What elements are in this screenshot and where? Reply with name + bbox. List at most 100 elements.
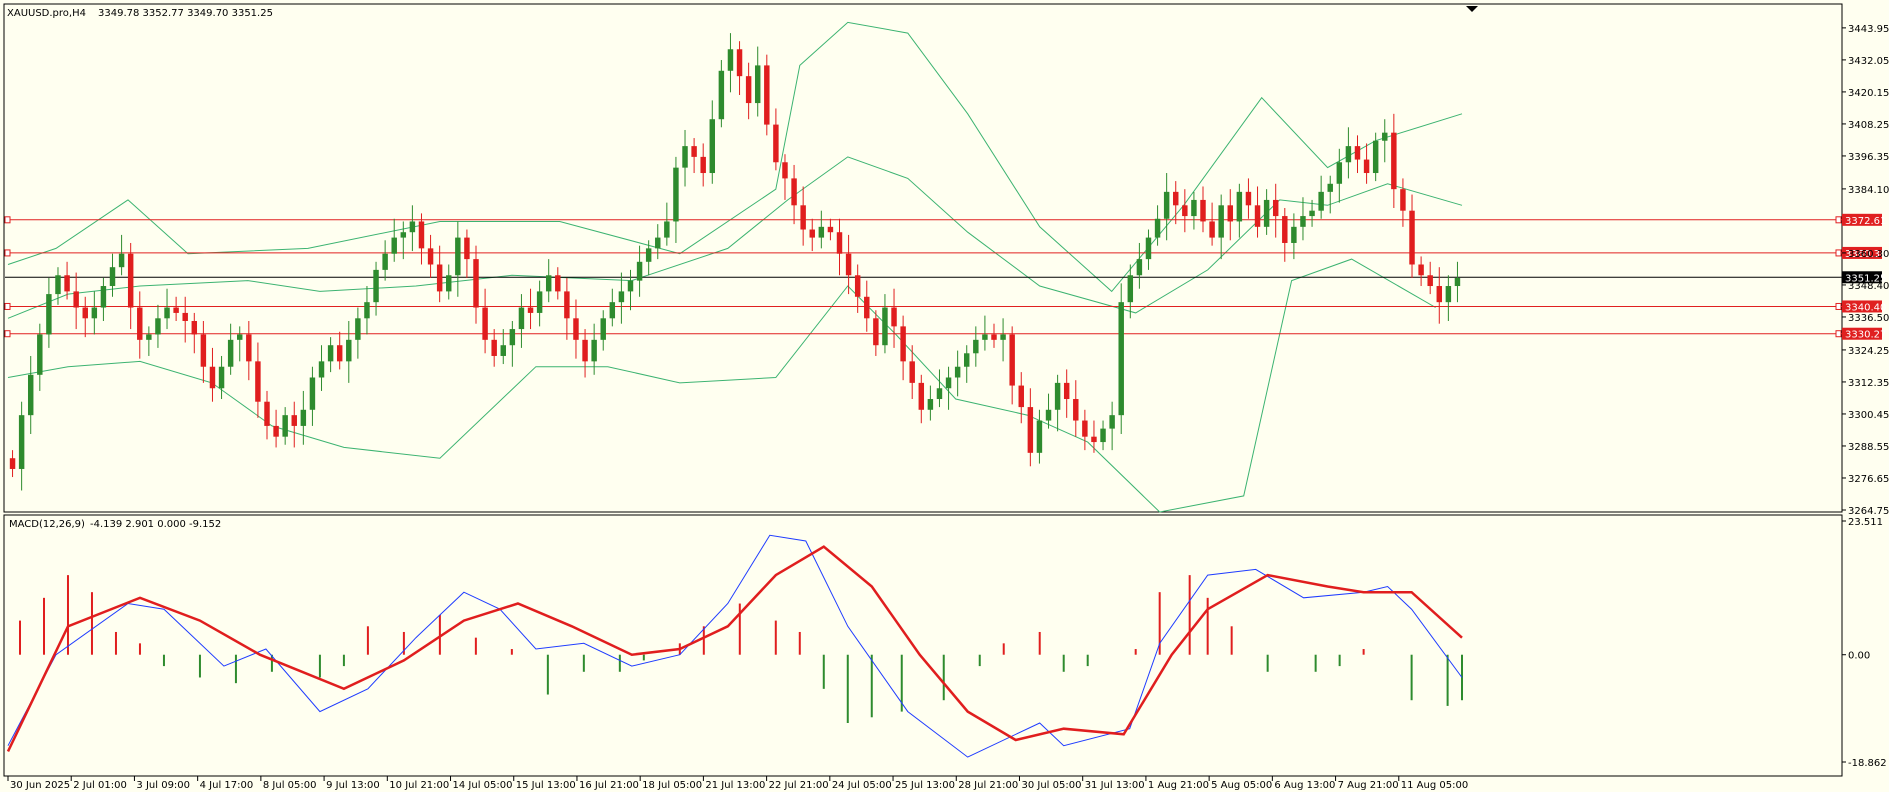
candle-body [727,49,734,71]
candle-body [1327,183,1333,192]
candle-body [309,377,316,410]
candle-body [137,307,143,340]
candle-body [364,302,370,319]
macd-axis: 23.511 0.00 -18.862 [1842,517,1887,769]
time-tick-label: 9 Jul 13:00 [326,780,380,791]
symbol-label: XAUUSD.pro,H4 [7,8,86,19]
time-tick-label: 4 Jul 17:00 [200,780,254,791]
time-tick-label: 16 Jul 21:00 [579,780,639,791]
candle-body [27,374,34,416]
candle-body [1200,199,1206,222]
candle-body [155,318,161,335]
candle-body [409,221,416,233]
candle-body [564,291,570,319]
candle-body [791,178,797,206]
price-axis: 3443.95 3432.05 3420.15 3408.25 3396.35 3384.… [1842,24,1889,517]
price-tick-label: 3300.45 [1848,410,1889,421]
candle-body [18,415,25,469]
candle-body [355,318,361,340]
price-level-handle[interactable] [4,302,11,310]
price-level-handle[interactable] [4,330,11,338]
price-level-handle[interactable] [1835,302,1842,310]
price-tick-label: 3384.10 [1848,185,1889,196]
candle-body [209,366,216,389]
candle-body [1045,409,1052,421]
candle-body [282,415,288,437]
current-price-tag-label: 3351.25 [1845,273,1886,284]
candlestick-series [9,33,1461,491]
chart-shift-marker[interactable] [1466,6,1478,12]
candle-body [636,261,643,281]
candle-body [673,167,679,222]
candle-body [1309,210,1315,217]
time-tick-label: 11 Aug 05:00 [1401,780,1468,791]
candle-body [1218,205,1224,238]
price-level-handle[interactable] [1835,216,1842,224]
time-axis: 30 Jun 2025 2 Jul 01:00 3 Jul 09:00 4 Jul 1… [7,776,1468,791]
candle-body [1227,205,1233,222]
candle-body [491,339,497,356]
price-tick-label: 3324.25 [1848,346,1889,357]
candle-body [718,70,725,120]
candle-body [1345,146,1352,163]
candle-body [1291,226,1297,243]
candle-body [745,76,752,104]
candle-body [1282,216,1288,243]
candle-body [191,320,198,335]
time-tick-label: 10 Jul 21:00 [389,780,449,791]
time-tick-label: 25 Jul 13:00 [895,780,955,791]
price-level-handle[interactable] [1835,249,1842,257]
candle-body [645,248,652,262]
candle-body [1300,216,1306,227]
candle-body [1427,275,1433,287]
candle-body [818,226,825,238]
price-tick-label: 3396.35 [1848,152,1889,163]
time-tick-label: 22 Jul 21:00 [769,780,829,791]
candle-body [1118,302,1124,416]
candle-body [1318,191,1324,211]
time-tick-label: 30 Jun 2025 [10,780,70,791]
candle-body [973,339,979,354]
candle-body [9,458,16,469]
candle-body [318,361,325,378]
candle-body [982,334,988,340]
candle-body [918,382,925,410]
time-tick-label: 18 Jul 05:00 [642,780,702,791]
bollinger-lower-band [7,258,1436,513]
time-tick-label: 21 Jul 13:00 [705,780,765,791]
candle-body [336,345,343,362]
time-tick-label: 28 Jul 21:00 [958,780,1018,791]
candle-body [1054,382,1061,410]
price-level-tag [1842,246,1882,259]
candle-body [1163,191,1170,219]
candle-body [482,307,488,340]
candle-body [1445,286,1452,303]
macd-signal-line [6,545,1463,752]
candle-body [1272,199,1279,217]
candle-body [300,409,307,426]
candle-body [882,307,888,346]
macd-tick-label: 23.511 [1848,517,1883,528]
candle-body [1109,415,1115,429]
candle-body [1336,162,1343,184]
candle-body [46,294,52,335]
candle-body [1354,146,1361,160]
candle-body [1100,428,1106,443]
candle-body [37,334,43,375]
candle-body [573,318,579,340]
candle-body [127,253,134,308]
price-level-handle[interactable] [4,216,11,224]
candle-body [836,232,843,254]
macd-lines [6,534,1463,758]
candle-body [1136,259,1143,276]
price-level-handle[interactable] [4,249,11,257]
price-level-handle[interactable] [1835,330,1842,338]
candle-body [1127,275,1134,303]
macd-panel-frame [3,514,1843,777]
time-tick-label: 8 Jul 05:00 [263,780,317,791]
candle-body [1173,191,1179,206]
candle-body [1372,140,1379,174]
candle-body [964,353,970,367]
